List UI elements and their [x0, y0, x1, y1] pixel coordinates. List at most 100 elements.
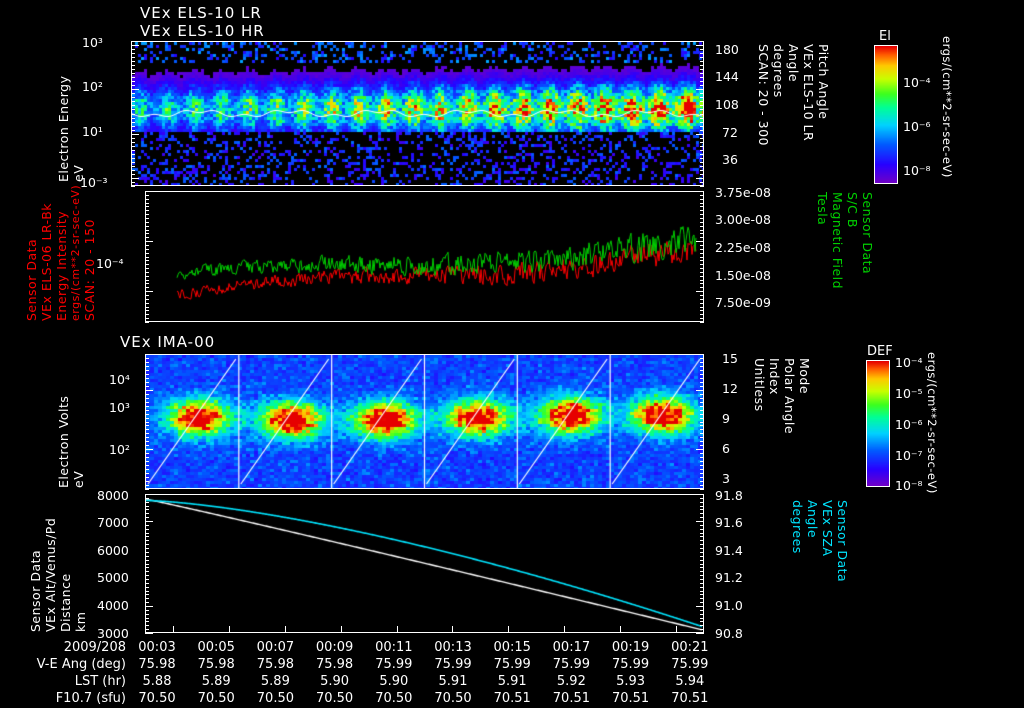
axis-tick-mark: [145, 357, 149, 359]
panel3-ytick-1: 10³: [109, 400, 130, 415]
panel3-colorbar-tick-1: 10⁻⁵: [895, 386, 923, 401]
axis-tick-mark: [145, 260, 149, 262]
axis-tick-mark: [700, 252, 704, 254]
axis-tick-mark: [145, 532, 149, 534]
axis-tick-mark: [145, 505, 149, 507]
axis-tick-mark: [696, 389, 704, 391]
axis-tick-mark: [696, 633, 704, 634]
axis-tick-mark: [131, 121, 135, 123]
axis-tick-mark: [145, 310, 149, 312]
axis-tick-mark: [700, 381, 704, 383]
axis-tick-mark: [700, 445, 704, 447]
axis-tick-mark: [145, 441, 149, 443]
axis-tick-mark: [131, 133, 139, 135]
panel3-colorbar-tick-3: 10⁻⁷: [895, 448, 923, 463]
ve-ang-row-cell: 75.99: [375, 657, 413, 672]
axis-tick-mark: [145, 481, 149, 483]
axis-tick-mark: [145, 373, 149, 375]
axis-tick-mark: [700, 497, 704, 499]
lst-row-cell: 5.90: [320, 674, 350, 689]
axis-tick-mark: [700, 145, 704, 147]
panel1-left-axis-label-line1: eV: [71, 164, 86, 182]
axis-tick-mark: [131, 81, 135, 83]
axis-tick-mark: [145, 445, 149, 447]
axis-tick-mark: [700, 97, 704, 99]
panel1-right-axis-label-line4: SCAN: 20 - 300: [756, 44, 771, 146]
axis-tick-mark: [131, 77, 135, 79]
axis-tick-mark: [145, 202, 149, 204]
axis-tick-mark: [700, 244, 704, 246]
axis-tick-mark: [131, 53, 135, 55]
axis-tick-mark: [145, 214, 149, 216]
axis-tick-mark: [700, 237, 704, 239]
axis-tick-mark: [700, 264, 704, 266]
axis-tick-mark: [700, 117, 704, 119]
axis-tick-mark: [700, 441, 704, 443]
axis-tick-mark: [700, 49, 704, 51]
lst-row-cell: 5.89: [260, 674, 290, 689]
axis-tick-mark: [700, 113, 704, 115]
axis-tick-mark: [145, 594, 149, 596]
axis-tick-mark: [131, 161, 135, 163]
axis-tick-mark: [145, 256, 149, 258]
axis-tick-mark: [700, 602, 704, 604]
ve-ang-row-cell: 75.98: [315, 657, 354, 672]
axis-tick-mark: [145, 291, 153, 293]
f107-row-cell: 70.50: [256, 691, 294, 706]
axis-tick-mark: [700, 461, 704, 463]
axis-tick-mark: [700, 429, 704, 431]
axis-tick-mark: [700, 214, 704, 216]
axis-tick-mark: [145, 449, 153, 451]
axis-tick-mark: [131, 45, 139, 47]
axis-tick-mark: [145, 417, 149, 419]
panel4-ytick-3: 5000: [97, 570, 129, 585]
axis-tick-mark: [145, 287, 149, 289]
axis-tick-mark: [700, 157, 704, 159]
axis-tick-mark: [145, 617, 149, 619]
axis-tick-mark: [131, 173, 135, 175]
axis-tick-mark: [700, 567, 704, 569]
panel2-left-axis-label-line0: Sensor Data: [24, 238, 39, 321]
time-row-cell: 00:05: [197, 640, 235, 655]
x-axis-tick-mark: [676, 626, 678, 633]
axis-tick-mark: [700, 425, 704, 427]
axis-tick-mark: [145, 237, 149, 239]
axis-tick-mark: [131, 49, 135, 51]
axis-tick-mark: [145, 322, 149, 323]
panel4-right-ytick-1: 91.6: [715, 515, 743, 530]
axis-tick-mark: [700, 401, 704, 403]
axis-tick-mark: [700, 73, 704, 75]
axis-tick-mark: [131, 89, 139, 91]
axis-tick-mark: [131, 93, 135, 95]
axis-tick-mark: [700, 385, 704, 387]
axis-tick-mark: [145, 393, 149, 395]
axis-tick-mark: [700, 233, 704, 235]
panel1-title-line2: VEx ELS-10 HR: [140, 22, 265, 40]
axis-tick-mark: [145, 528, 149, 530]
axis-tick-mark: [145, 191, 153, 192]
axis-tick-mark: [131, 57, 135, 59]
axis-tick-mark: [145, 229, 149, 231]
panel4-right-ytick-5: 90.8: [715, 626, 743, 641]
axis-tick-mark: [145, 302, 149, 304]
axis-tick-mark: [700, 295, 704, 297]
axis-tick-mark: [700, 306, 704, 308]
time-row-cell: 00:03: [138, 640, 176, 655]
axis-tick-mark: [700, 578, 704, 580]
axis-tick-mark: [700, 473, 704, 475]
axis-tick-mark: [700, 469, 704, 471]
panel4-right-axis-label-line2: Angle: [805, 500, 820, 539]
axis-tick-mark: [700, 625, 704, 627]
axis-tick-mark: [700, 283, 704, 285]
axis-tick-mark: [131, 137, 135, 139]
axis-tick-mark: [700, 489, 704, 490]
lst-row-cell: 5.88: [142, 674, 172, 689]
axis-tick-mark: [145, 524, 149, 526]
axis-tick-mark: [700, 621, 704, 623]
axis-tick-mark: [700, 121, 704, 123]
axis-tick-mark: [696, 449, 704, 451]
axis-tick-mark: [145, 221, 149, 223]
axis-tick-mark: [145, 485, 149, 487]
axis-tick-mark: [700, 85, 704, 87]
